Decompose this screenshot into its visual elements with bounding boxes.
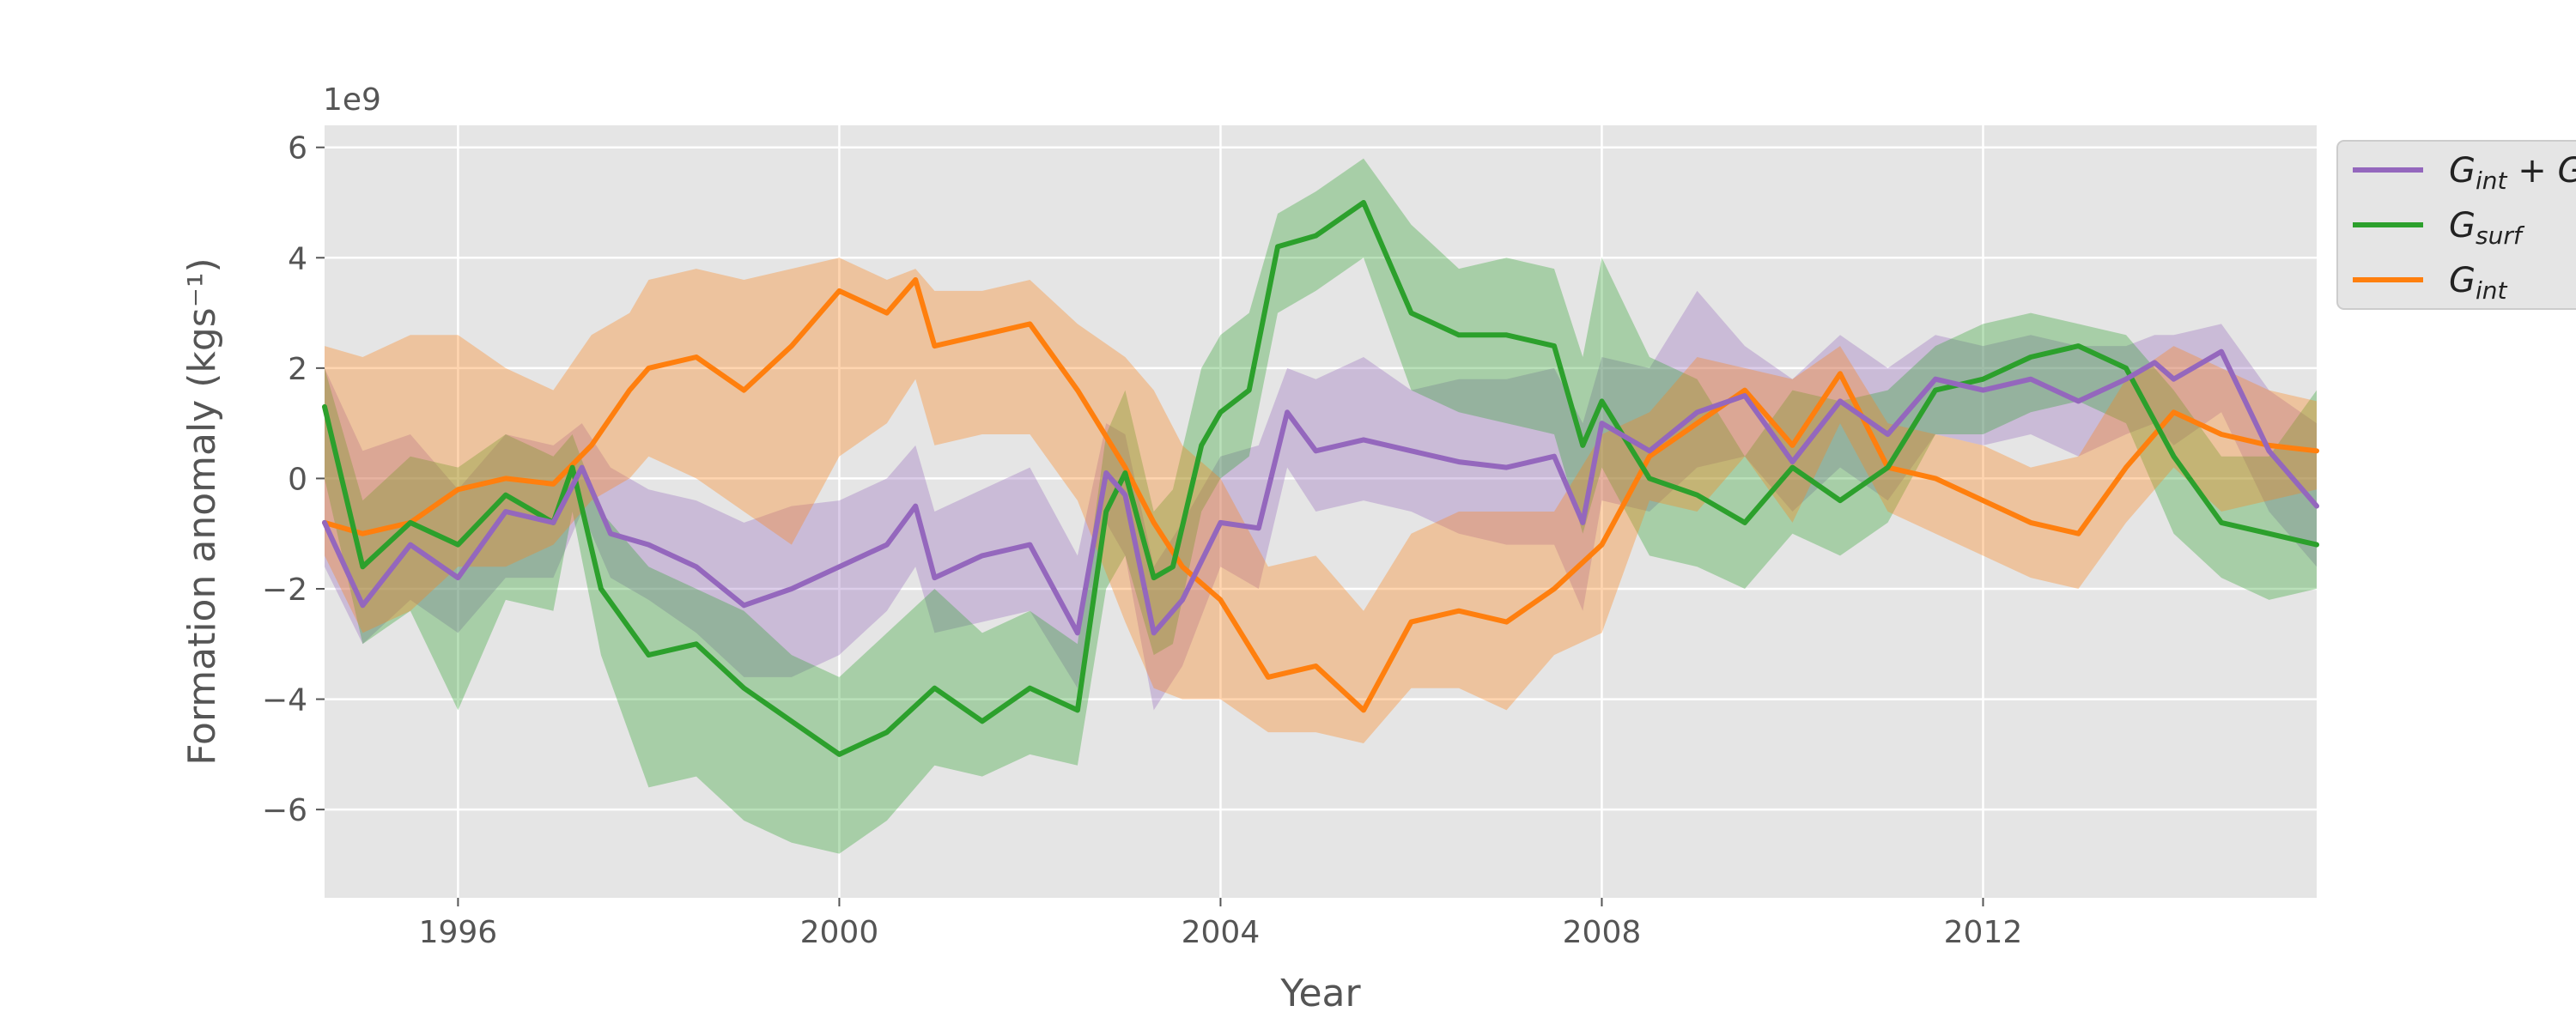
- y-multiplier-label: 1e9: [323, 82, 381, 118]
- x-tick-label: 2012: [1944, 915, 2023, 950]
- y-tick-label: 6: [288, 131, 307, 167]
- y-tick-label: −4: [262, 683, 307, 718]
- plot-background: [325, 125, 2317, 898]
- x-axis-ticks: 1996 2000 2004 2008 2012: [419, 898, 2023, 950]
- y-tick-label: 2: [288, 352, 307, 387]
- series-line: [322, 348, 2319, 636]
- y-axis-label: Formation anomaly (kgs⁻¹): [180, 258, 224, 765]
- y-tick-label: −6: [262, 793, 307, 828]
- legend-entry: Gint + G: [2449, 151, 2576, 195]
- series-line: [322, 200, 2319, 757]
- legend-entry: Gsurf: [2449, 206, 2525, 250]
- legend-box: [2336, 140, 2576, 310]
- grid: [325, 125, 2317, 898]
- x-tick-label: 2000: [800, 915, 879, 950]
- x-tick-label: 2008: [1563, 915, 1642, 950]
- series-line: [322, 277, 2319, 713]
- series-band: [325, 290, 2317, 711]
- y-tick-label: 0: [288, 462, 307, 497]
- x-tick-label: 1996: [419, 915, 498, 950]
- y-tick-label: 4: [288, 241, 307, 276]
- y-tick-label: −2: [262, 573, 307, 608]
- legend-entry: Gint: [2449, 261, 2508, 305]
- y-axis-ticks: −6 −4 −2 0 2 4 6: [262, 131, 325, 828]
- confidence-bands: [325, 158, 2317, 854]
- x-axis-label: Year: [1279, 972, 1361, 1015]
- series-lines: [322, 200, 2319, 757]
- series-band: [325, 258, 2317, 743]
- x-tick-label: 2004: [1182, 915, 1261, 950]
- legend: Gint + G Gsurf Gint: [2336, 140, 2576, 310]
- series-band: [325, 158, 2317, 854]
